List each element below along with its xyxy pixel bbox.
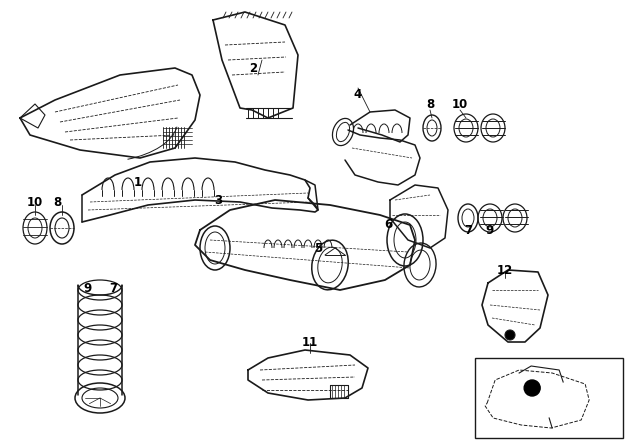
Text: 1: 1 (134, 177, 142, 190)
Text: 3: 3 (214, 194, 222, 207)
Text: 5: 5 (314, 241, 322, 254)
Text: 12: 12 (497, 263, 513, 276)
Text: 9: 9 (486, 224, 494, 237)
Text: 10: 10 (27, 195, 43, 208)
Text: 6: 6 (384, 219, 392, 232)
Text: 10: 10 (452, 99, 468, 112)
Bar (475, 358, 623, 438)
Text: 8: 8 (53, 195, 61, 208)
Text: 4: 4 (354, 89, 362, 102)
Text: 7: 7 (464, 224, 472, 237)
Text: 2: 2 (249, 61, 257, 74)
Circle shape (505, 330, 515, 340)
Circle shape (524, 380, 540, 396)
Text: 7: 7 (109, 281, 117, 294)
Text: 11: 11 (302, 336, 318, 349)
Text: 8: 8 (426, 99, 434, 112)
Text: 9: 9 (84, 281, 92, 294)
